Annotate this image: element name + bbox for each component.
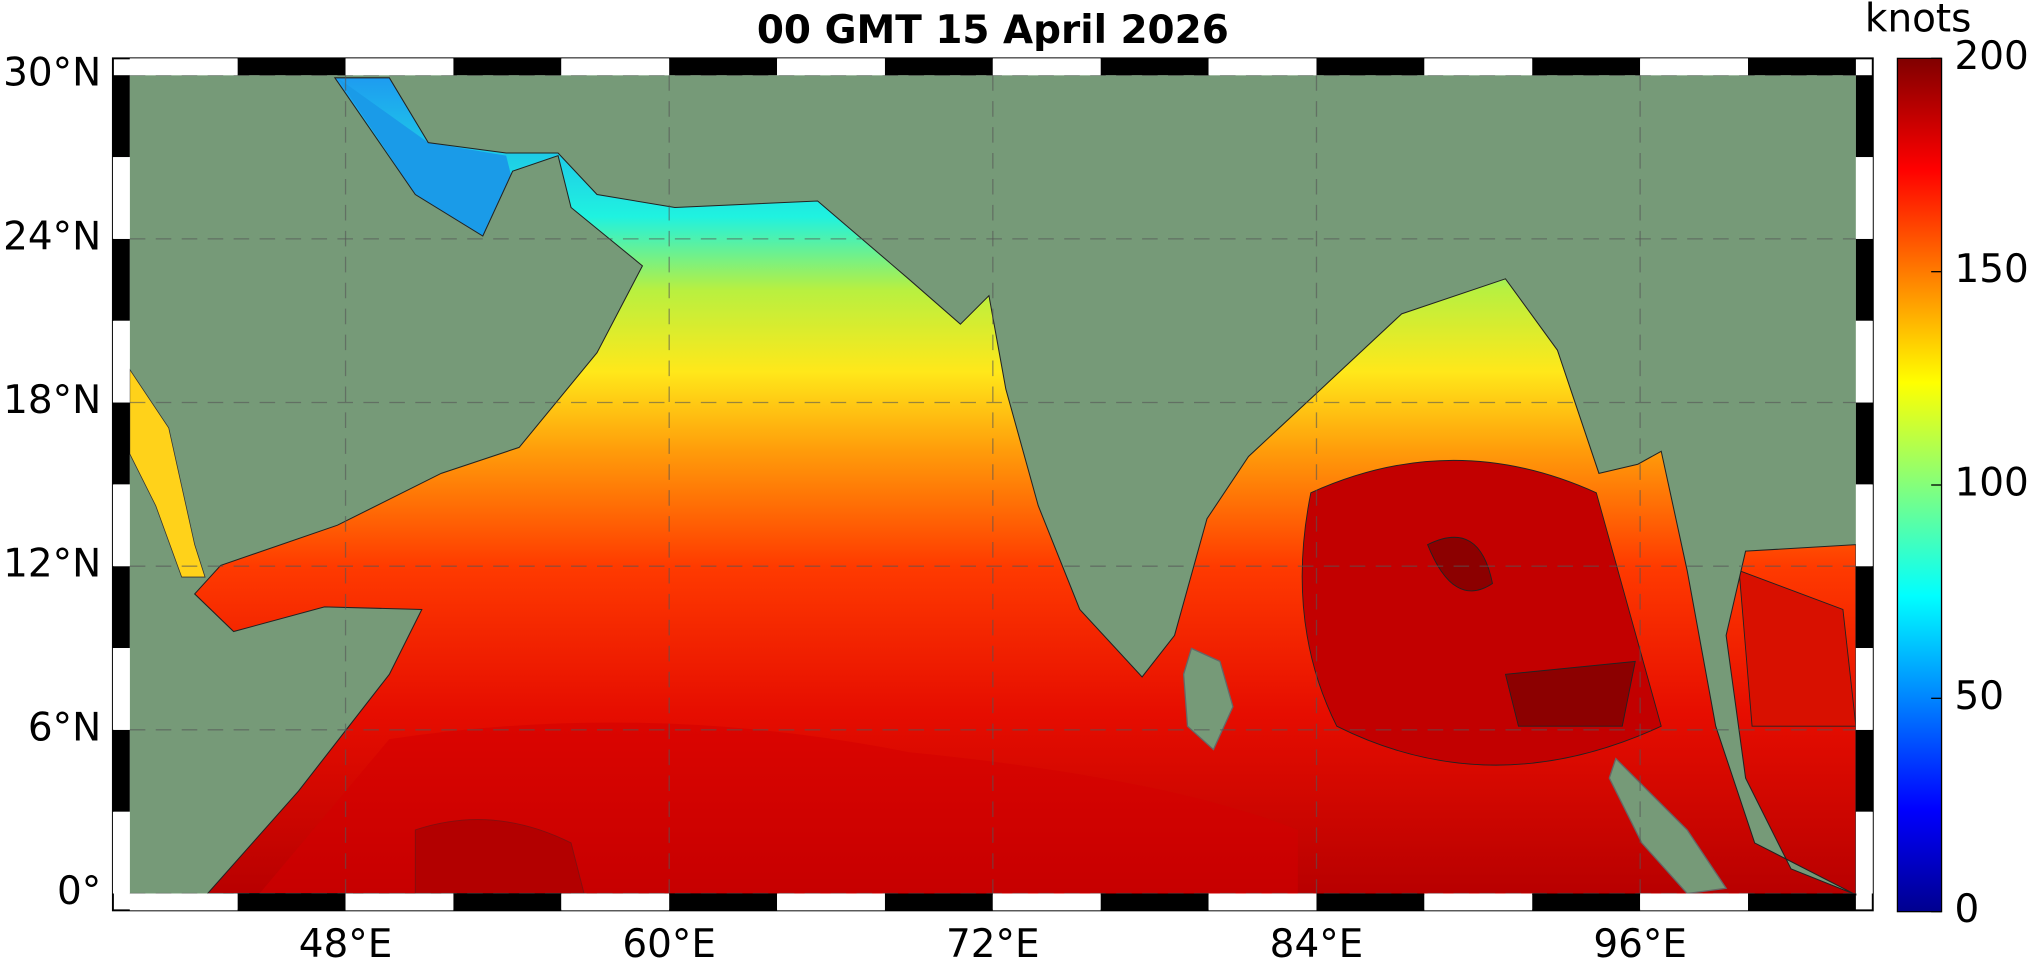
colorbar-tick-label: 0 — [1955, 887, 1980, 932]
sri-lanka — [1182, 647, 1234, 751]
frame-segment — [1532, 58, 1641, 76]
frame-segment — [992, 58, 1101, 76]
lon-tick-label: 48°E — [299, 922, 393, 967]
frame-segment — [1855, 238, 1873, 321]
frame-segment — [112, 402, 130, 485]
frame-segment — [453, 58, 562, 76]
frame-segment — [1424, 893, 1533, 911]
lat-tick-label: 24°N — [3, 214, 101, 259]
frame-segment — [561, 893, 670, 911]
colorbar-tick-label: 100 — [1955, 461, 2029, 506]
frame-segment — [1855, 729, 1873, 812]
lon-tick-label: 84°E — [1270, 922, 1364, 967]
frame-segment — [1855, 75, 1873, 158]
frame-segment — [112, 484, 130, 567]
frame-segment — [112, 157, 130, 239]
frame-segment — [1640, 893, 1749, 911]
frame-segment — [345, 893, 454, 911]
frame-segment — [345, 58, 454, 76]
lat-tick-label: 12°N — [3, 542, 101, 587]
frame-segment — [1640, 58, 1749, 76]
colorbar-tick-label: 200 — [1955, 34, 2029, 79]
lon-tick-label: 72°E — [946, 922, 1040, 967]
frame-segment — [1208, 58, 1317, 76]
frame-segment — [777, 893, 885, 911]
frame-segment — [112, 238, 130, 321]
colorbar-tick-label: 150 — [1955, 247, 2029, 292]
lon-tick-label: 60°E — [622, 922, 716, 967]
frame-segment — [129, 893, 238, 911]
frame-segment — [112, 566, 130, 649]
frame-segment — [561, 58, 670, 76]
frame-segment — [1100, 58, 1209, 76]
frame-segment — [1100, 893, 1209, 911]
frame-segment — [1855, 402, 1873, 485]
frame-segment — [1316, 893, 1425, 911]
colorbar-tick-label: 50 — [1955, 674, 2005, 719]
frame-segment — [1532, 893, 1641, 911]
frame-segment — [669, 893, 778, 911]
frame-segment — [1855, 648, 1873, 730]
frame-segment — [1855, 811, 1873, 894]
frame-segment — [453, 893, 562, 911]
lat-tick-label: 30°N — [3, 51, 101, 96]
frame-segment — [129, 58, 238, 76]
lat-tick-label: 6°N — [28, 705, 101, 750]
frame-segment — [112, 648, 130, 730]
frame-segment — [992, 893, 1101, 911]
frame-segment — [777, 58, 885, 76]
lat-tick-label: 18°N — [3, 378, 101, 423]
frame-segment — [1748, 893, 1856, 911]
lon-tick-label: 96°E — [1593, 922, 1687, 967]
frame-segment — [1208, 893, 1317, 911]
frame-segment — [112, 811, 130, 894]
frame-segment — [669, 58, 778, 76]
red-sea — [129, 368, 206, 578]
frame-segment — [112, 729, 130, 812]
map-title: 00 GMT 15 April 2026 — [757, 8, 1229, 53]
frame-segment — [884, 58, 993, 76]
frame-segment — [112, 75, 130, 158]
frame-segment — [112, 320, 130, 403]
frame-segment — [884, 893, 993, 911]
frame-segment — [1855, 157, 1873, 239]
frame-segment — [1855, 484, 1873, 567]
frame-segment — [237, 58, 346, 76]
frame-segment — [1424, 58, 1533, 76]
lat-tick-label: 0° — [57, 869, 101, 914]
frame-segment — [1855, 320, 1873, 403]
frame-segment — [1855, 566, 1873, 649]
frame-segment — [237, 893, 346, 911]
colorbar-label: knots — [1865, 0, 1972, 41]
frame-segment — [1748, 58, 1856, 76]
frame-segment — [1316, 58, 1425, 76]
